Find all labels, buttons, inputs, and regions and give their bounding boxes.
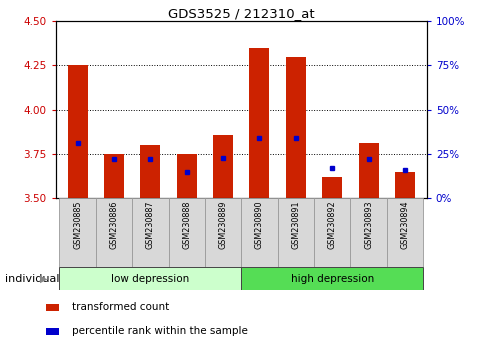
Text: GSM230894: GSM230894 (400, 200, 408, 249)
Bar (241, 198, 277, 267)
Text: percentile rank within the sample: percentile rank within the sample (72, 326, 247, 336)
Text: GSM230893: GSM230893 (363, 200, 372, 249)
Bar (358, 143, 378, 198)
Text: GSM230888: GSM230888 (182, 200, 191, 249)
Text: GSM230892: GSM230892 (327, 200, 336, 249)
Text: low depression: low depression (111, 274, 189, 284)
Text: GSM230890: GSM230890 (255, 200, 263, 249)
Bar (314, 198, 349, 267)
Text: GSM230886: GSM230886 (109, 200, 118, 249)
Text: individual: individual (5, 274, 59, 284)
Bar (176, 154, 197, 198)
Bar (168, 198, 204, 267)
Bar (285, 57, 305, 198)
Bar (140, 145, 160, 198)
Bar (277, 198, 314, 267)
Text: GSM230887: GSM230887 (146, 200, 154, 249)
Bar (46, 304, 59, 311)
Bar (59, 198, 95, 267)
Bar (67, 65, 88, 198)
Text: high depression: high depression (290, 274, 373, 284)
Bar (212, 135, 233, 198)
Text: ▶: ▶ (40, 274, 47, 284)
Bar (95, 198, 132, 267)
Text: GSM230885: GSM230885 (73, 200, 82, 249)
Bar (349, 198, 386, 267)
Bar (104, 154, 124, 198)
Bar (132, 198, 168, 267)
Title: GDS3525 / 212310_at: GDS3525 / 212310_at (167, 7, 314, 20)
Bar (46, 328, 59, 335)
Text: GSM230891: GSM230891 (291, 200, 300, 249)
Bar (241, 267, 422, 290)
Bar (321, 177, 342, 198)
Bar (59, 267, 241, 290)
Bar (394, 172, 414, 198)
Text: transformed count: transformed count (72, 302, 169, 312)
Bar (386, 198, 422, 267)
Bar (249, 48, 269, 198)
Text: GSM230889: GSM230889 (218, 200, 227, 249)
Bar (204, 198, 241, 267)
